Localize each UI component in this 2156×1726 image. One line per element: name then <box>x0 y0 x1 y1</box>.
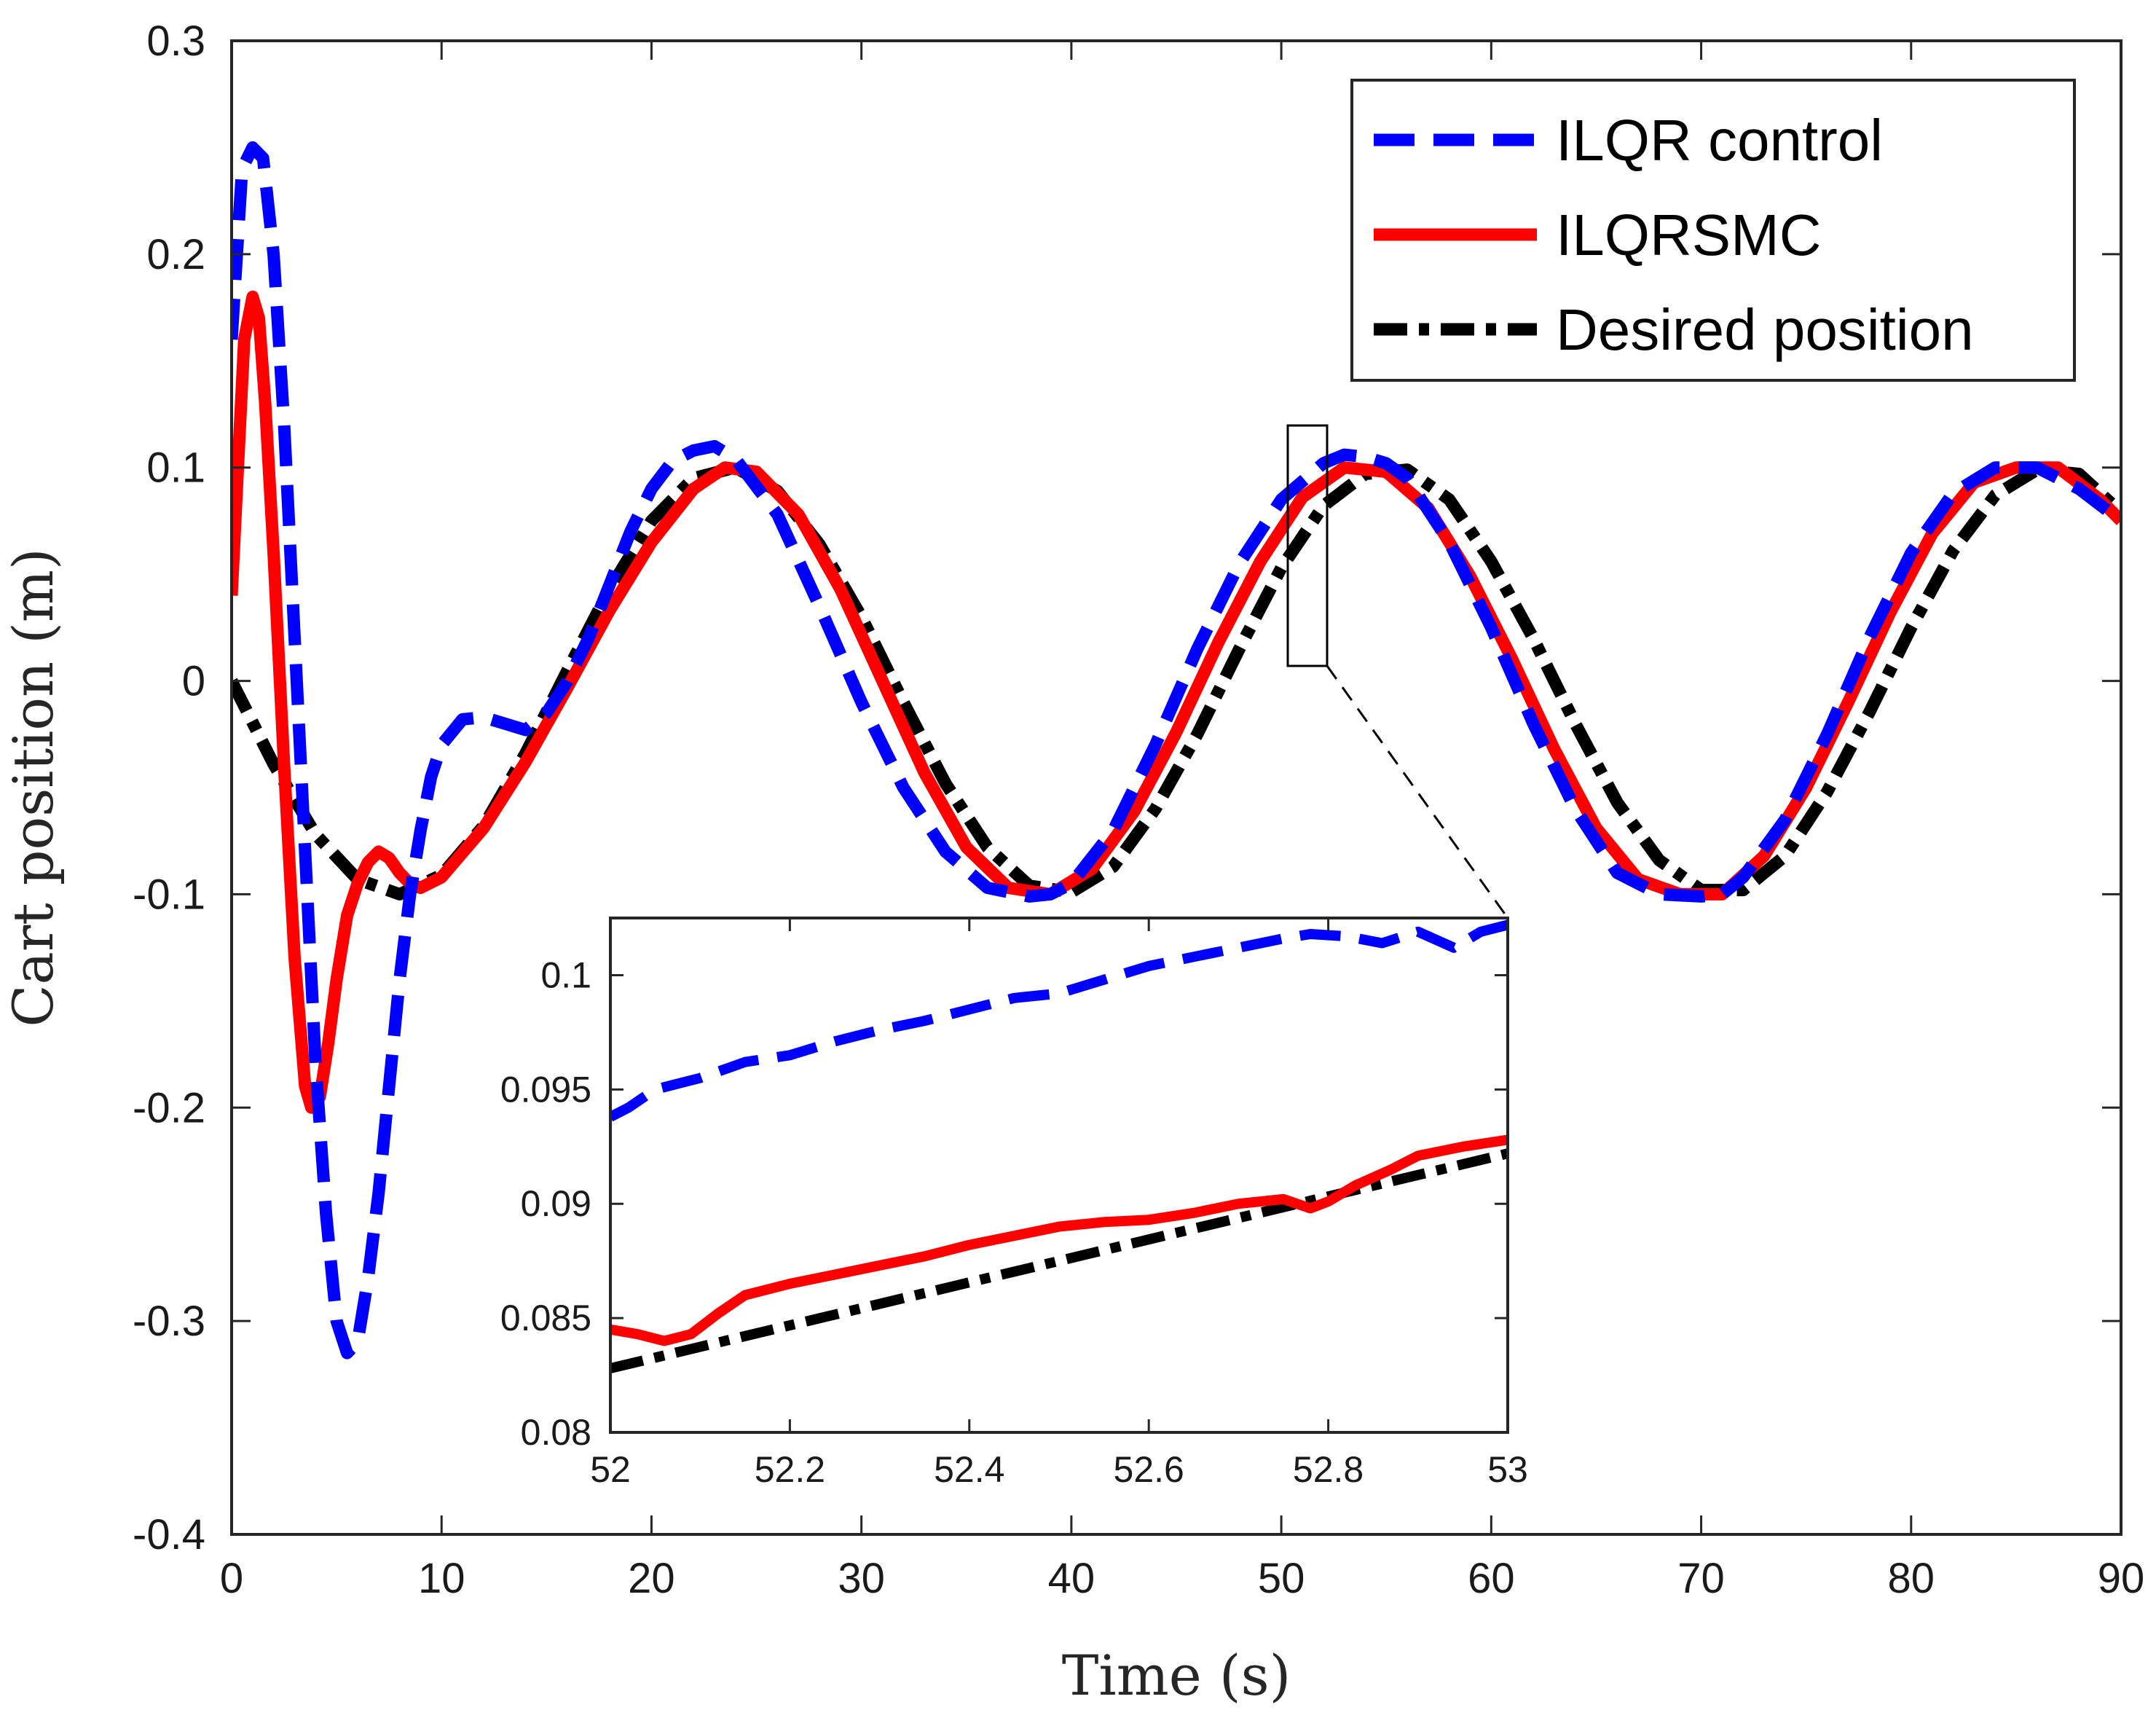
main-line-ilqr-control <box>232 141 2121 1360</box>
main-series-group <box>232 141 2121 1360</box>
inset-y-tick-label: 0.1 <box>540 954 591 995</box>
main-x-tick-label: 50 <box>1258 1555 1305 1602</box>
inset-axes: 52 52.2 52.4 52.6 52.8 53 0.08 0.085 0.09 0.095 0.… <box>500 917 1528 1490</box>
legend-label-desired-position: Desired position <box>1556 297 1974 362</box>
main-x-tick-label: 0 <box>220 1555 243 1602</box>
legend-label-ilqrsmc: ILQRSMC <box>1556 203 1822 267</box>
main-y-tick-label: 0.1 <box>146 444 205 492</box>
main-plot-area-border <box>230 39 2122 1536</box>
main-y-tick-label: -0.1 <box>133 871 205 918</box>
inset-series-group <box>610 919 1508 1373</box>
inset-border <box>609 917 1509 1434</box>
main-y-tick-label: 0 <box>182 658 205 705</box>
inset-line-ilqr-control <box>610 919 1508 1122</box>
main-x-tick-label: 20 <box>628 1555 675 1602</box>
inset-x-tick-label: 52.4 <box>934 1449 1004 1490</box>
inset-x-tick-label: 52 <box>590 1449 631 1490</box>
zoom-connector-line <box>1326 665 1509 919</box>
inset-x-tick-label: 52.2 <box>755 1449 825 1490</box>
main-line-desired-position <box>232 461 2121 901</box>
main-x-tick-label: 90 <box>2098 1555 2145 1602</box>
legend: ILQR control ILQRSMC Desired position <box>1350 79 2076 382</box>
main-x-tick-label: 60 <box>1468 1555 1515 1602</box>
main-y-tick-label: 0.2 <box>146 231 205 278</box>
inset-lines <box>610 919 1508 1373</box>
main-y-tick-label: 0.3 <box>146 17 205 65</box>
main-y-tick-label: -0.3 <box>133 1298 205 1345</box>
inset-x-tick-label: 52.8 <box>1293 1449 1364 1490</box>
main-x-tick-label: 70 <box>1677 1555 1725 1602</box>
legend-label-ilqr-control: ILQR control <box>1556 108 1883 173</box>
x-axis-title: Time (s) <box>1062 1643 1291 1708</box>
main-x-tick-label: 10 <box>418 1555 465 1602</box>
inset-y-tick-label: 0.09 <box>521 1183 591 1224</box>
inset-x-tick-label: 53 <box>1487 1449 1528 1490</box>
main-y-tick-label: -0.2 <box>133 1084 205 1131</box>
main-y-tick-label: -0.4 <box>133 1511 205 1558</box>
inset-ticks: 52 52.2 52.4 52.6 52.8 53 0.08 0.085 0.09 0.095 0.… <box>500 918 1528 1490</box>
inset-y-tick-label: 0.085 <box>500 1298 591 1338</box>
inset-background <box>610 918 1508 1432</box>
inset-x-tick-label: 52.6 <box>1114 1449 1184 1490</box>
main-x-tick-label: 80 <box>1888 1555 1935 1602</box>
main-plot-lines <box>232 141 2121 1360</box>
main-x-tick-label: 40 <box>1048 1555 1095 1602</box>
main-ticks: 0 10 20 30 40 50 60 70 80 90 -0.4 -0.3 -0.2 -0.1 0 0.1 0… <box>133 17 2144 1602</box>
main-x-tick-label: 30 <box>838 1555 885 1602</box>
inset-line-ilqrsmc <box>610 1134 1508 1346</box>
inset-y-tick-label: 0.095 <box>500 1069 591 1110</box>
y-axis-title: Cart position (m) <box>1 548 66 1027</box>
zoom-box <box>1286 424 1329 667</box>
inset-y-tick-label: 0.08 <box>521 1412 591 1453</box>
